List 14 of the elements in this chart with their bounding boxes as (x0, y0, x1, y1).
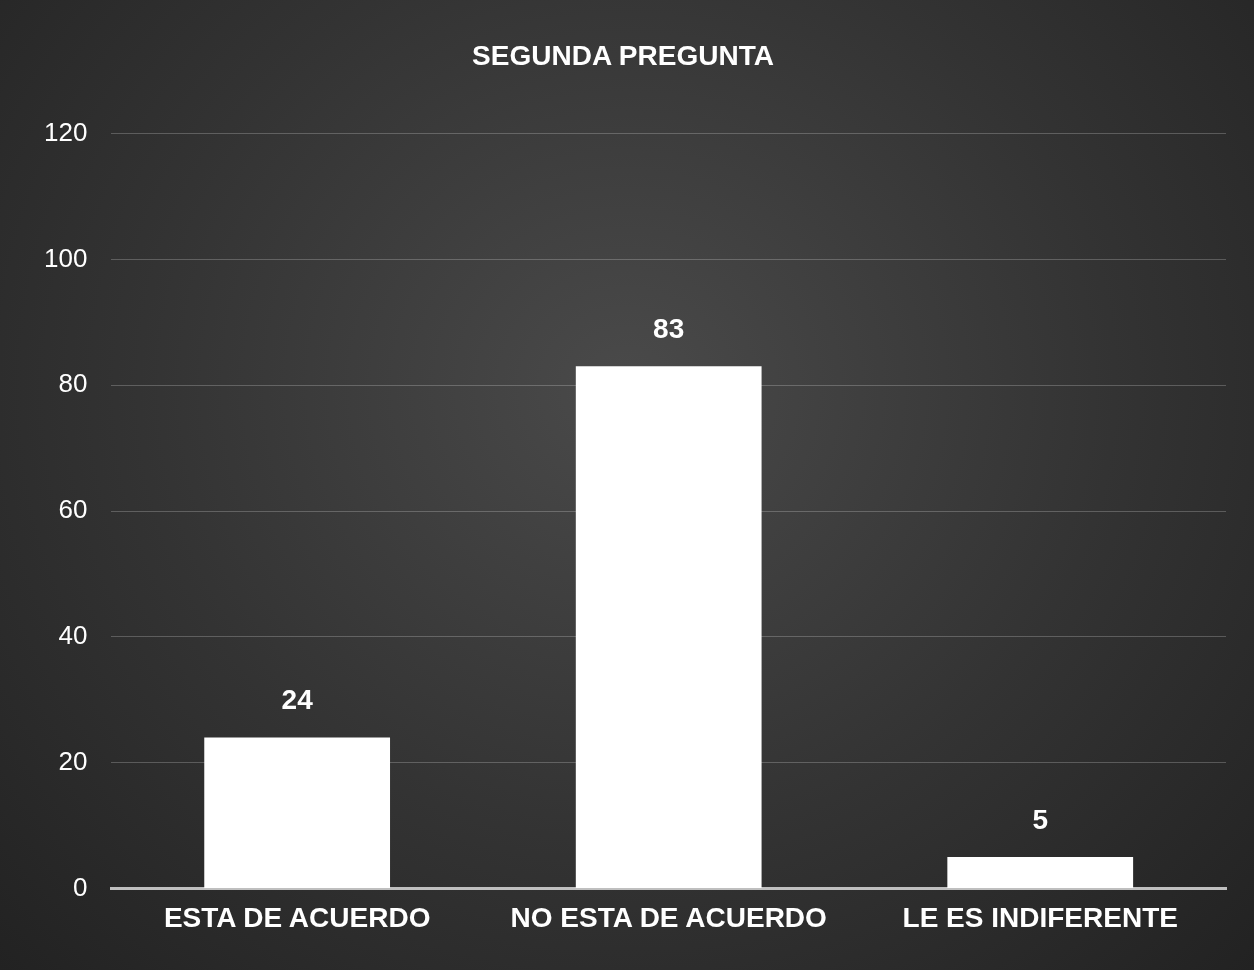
y-tick-label: 40 (58, 619, 88, 650)
y-tick-label: 120 (43, 116, 88, 147)
y-tick-label: 60 (58, 494, 88, 525)
data-label: 24 (281, 684, 314, 716)
x-tick-label: NO ESTA DE ACUERDO (510, 901, 827, 933)
x-tick-label: LE ES INDIFERENTE (902, 901, 1178, 933)
y-tick-label: 80 (58, 368, 88, 399)
y-tick-label: 100 (43, 242, 88, 273)
chart-title: SEGUNDA PREGUNTA (472, 39, 774, 71)
y-tick-label: 20 (58, 745, 88, 776)
data-label: 83 (653, 313, 685, 345)
x-tick-label: ESTA DE ACUERDO (163, 901, 431, 933)
data-label: 5 (1032, 803, 1049, 835)
y-tick-label: 0 (72, 871, 88, 902)
